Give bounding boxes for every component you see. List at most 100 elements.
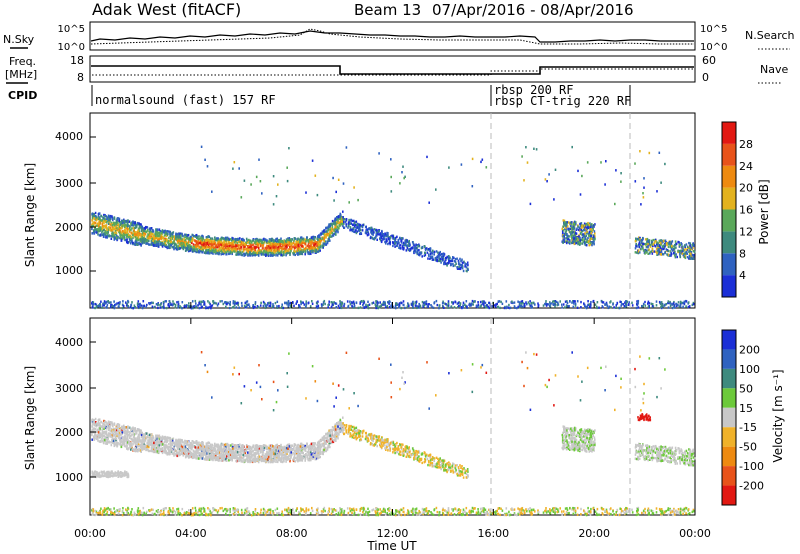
echo-cell	[677, 240, 679, 244]
echo-cell	[316, 193, 319, 197]
echo-cell	[246, 247, 248, 250]
echo-cell	[220, 253, 223, 256]
echo-cell	[471, 185, 474, 188]
echo-cell	[362, 302, 365, 305]
echo-cell	[413, 244, 415, 247]
echo-cell	[123, 234, 126, 237]
echo-cell	[232, 167, 234, 170]
echo-cell	[281, 303, 283, 306]
echo-cell	[440, 253, 443, 256]
echo-cell	[112, 226, 115, 229]
echo-cell	[92, 221, 95, 224]
echo-cell	[664, 245, 666, 248]
echo-cell	[259, 243, 261, 246]
echo-cell	[265, 250, 267, 253]
echo-cell	[99, 229, 101, 232]
echo-cell	[365, 303, 367, 307]
echo-cell	[254, 250, 257, 253]
echo-cell	[237, 303, 239, 307]
echo-cell	[298, 247, 301, 251]
echo-cell	[646, 240, 648, 243]
echo-cell	[445, 262, 447, 265]
echo-cell	[202, 237, 205, 241]
echo-cell	[263, 250, 265, 253]
echo-cell	[223, 301, 226, 304]
echo-cell	[295, 240, 297, 243]
echo-cell	[135, 237, 138, 240]
echo-cell	[347, 226, 349, 229]
echo-cell	[576, 300, 579, 303]
echo-cell	[684, 256, 687, 260]
echo-cell	[685, 251, 688, 254]
echo-cell	[269, 304, 272, 308]
echo-cell	[323, 299, 326, 303]
echo-cell	[518, 304, 521, 307]
echo-cell	[198, 245, 201, 248]
echo-cell	[202, 249, 204, 252]
echo-cell	[181, 238, 184, 241]
echo-cell	[112, 223, 115, 226]
echo-cell	[229, 300, 231, 304]
echo-cell	[647, 252, 649, 255]
echo-cell	[674, 240, 677, 243]
echo-cell	[477, 303, 480, 307]
echo-cell	[669, 302, 671, 305]
echo-cell	[122, 232, 125, 235]
echo-cell	[691, 244, 694, 247]
echo-cell	[187, 234, 190, 237]
echo-cell	[616, 301, 619, 305]
echo-cell	[197, 251, 200, 254]
echo-cell	[290, 247, 293, 250]
echo-cell	[576, 237, 578, 240]
echo-cell	[259, 458, 261, 461]
echo-cell	[354, 230, 356, 234]
echo-cell	[652, 238, 655, 242]
echo-cell	[370, 230, 372, 233]
echo-cell	[335, 233, 337, 236]
echo-cell	[248, 241, 251, 245]
echo-cell	[606, 304, 609, 307]
echo-cell	[148, 243, 150, 246]
echo-cell	[173, 240, 175, 243]
echo-cell	[132, 220, 134, 223]
echo-cell	[249, 254, 251, 257]
echo-cell	[201, 235, 203, 238]
echo-cell	[644, 252, 646, 255]
echo-cell	[239, 251, 242, 254]
echo-cell	[242, 249, 245, 253]
echo-cell	[660, 181, 662, 184]
echo-cell	[598, 306, 600, 309]
echo-cell	[138, 230, 141, 233]
echo-cell	[189, 305, 192, 308]
echo-cell	[356, 223, 358, 226]
echo-cell	[658, 151, 661, 154]
echo-cell	[286, 166, 288, 169]
echo-cell	[335, 302, 338, 305]
echo-cell	[426, 155, 428, 159]
echo-cell	[312, 237, 314, 241]
echo-cell	[249, 251, 251, 255]
echo-cell	[203, 303, 206, 306]
echo-cell	[97, 305, 99, 308]
echo-cell	[561, 227, 564, 231]
echo-cell	[264, 238, 266, 241]
echo-cell	[289, 242, 292, 246]
echo-cell	[175, 245, 178, 248]
echo-cell	[335, 230, 337, 234]
echo-cell	[245, 243, 247, 247]
echo-cell	[674, 243, 676, 247]
echo-cell	[651, 303, 654, 306]
echo-cell	[461, 261, 464, 264]
echo-cell	[671, 303, 674, 306]
echo-cell	[207, 306, 210, 309]
echo-cell	[115, 303, 117, 306]
echo-cell	[553, 198, 555, 201]
echo-cell	[126, 227, 128, 231]
echo-cell	[139, 225, 142, 229]
echo-cell	[310, 248, 312, 251]
echo-cell	[165, 245, 167, 248]
echo-cell	[418, 251, 421, 254]
echo-cell	[347, 224, 350, 228]
echo-cell	[139, 239, 142, 243]
echo-cell	[196, 236, 198, 240]
